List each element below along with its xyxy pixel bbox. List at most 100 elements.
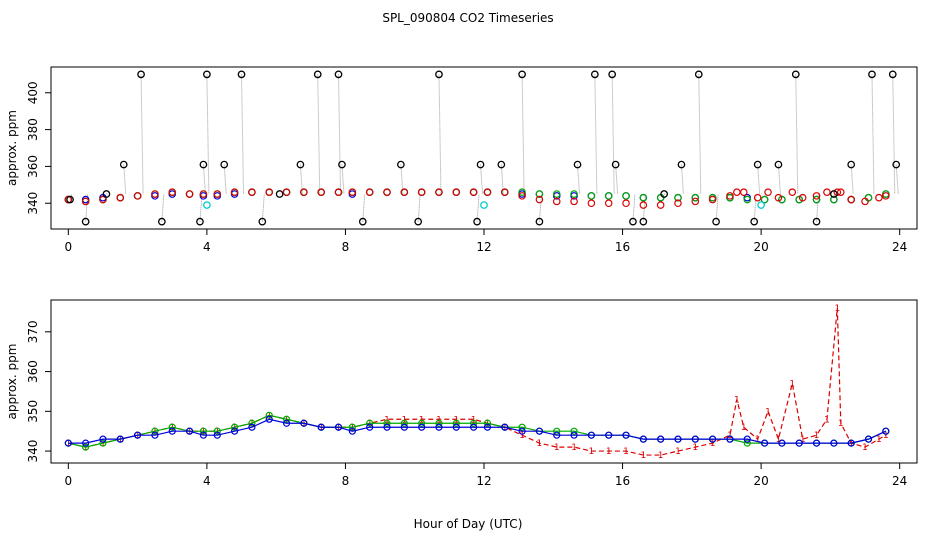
series-3-point xyxy=(864,435,873,443)
baseline-point xyxy=(691,197,700,206)
baseline-point xyxy=(875,193,883,202)
series-3-point xyxy=(518,427,526,435)
series-2-point xyxy=(570,427,578,435)
series-3-point xyxy=(282,419,291,427)
raw-point xyxy=(119,160,128,169)
series-3-point xyxy=(605,431,613,439)
drop-line xyxy=(261,193,265,222)
drop-line xyxy=(140,74,144,195)
raw-point xyxy=(196,217,204,226)
raw-point xyxy=(694,70,703,79)
x-tick-label: 4 xyxy=(203,474,211,488)
baseline-point xyxy=(743,195,752,204)
series-1-marker: 1 xyxy=(776,435,782,445)
y-axis-label: approx. ppm xyxy=(5,344,19,420)
series-3-point xyxy=(587,431,595,439)
y-tick-label: 360 xyxy=(26,155,40,178)
series-3-point xyxy=(452,423,460,431)
baseline-point xyxy=(753,193,762,202)
raw-point xyxy=(892,160,901,169)
raw-point xyxy=(473,217,481,226)
y-axis-label: approx. ppm xyxy=(5,110,19,186)
raw-point xyxy=(573,160,582,169)
series-1-marker: 1 xyxy=(824,415,830,425)
baseline-point xyxy=(282,188,291,196)
series-1-marker: 1 xyxy=(135,431,141,441)
baseline-point xyxy=(847,195,855,204)
raw-point xyxy=(812,217,821,226)
series-1-marker: 1 xyxy=(862,443,868,453)
baseline-point xyxy=(836,188,845,196)
series-2-point xyxy=(151,427,159,435)
baseline-point xyxy=(265,188,274,196)
drop-line xyxy=(85,193,89,222)
x-tick-label: 0 xyxy=(64,474,72,488)
drop-line xyxy=(202,164,206,195)
series-2-point xyxy=(213,427,221,435)
baseline-point xyxy=(570,197,578,206)
baseline-point xyxy=(812,192,821,200)
drop-line xyxy=(480,164,484,195)
drop-line xyxy=(317,74,321,195)
series-3-point xyxy=(348,427,356,435)
baseline-point xyxy=(570,190,578,198)
series-2-point xyxy=(553,427,561,435)
raw-point xyxy=(611,160,620,169)
series-3-point xyxy=(570,431,578,439)
raw-point xyxy=(397,160,405,169)
raw-point xyxy=(677,160,686,169)
baseline-point xyxy=(639,201,648,209)
raw-point xyxy=(476,160,485,169)
raw-point xyxy=(791,70,800,79)
series-3-point xyxy=(535,427,544,435)
drop-line xyxy=(871,74,875,195)
drop-line xyxy=(850,164,854,195)
series-2-point xyxy=(348,423,356,431)
x-tick-label: 8 xyxy=(342,240,350,254)
baseline-point xyxy=(116,193,125,202)
raw-point xyxy=(660,190,668,198)
drop-line xyxy=(615,164,619,195)
series-2-point xyxy=(168,423,176,431)
series-3-point xyxy=(366,423,374,431)
series-3-point xyxy=(882,427,890,435)
baseline-point xyxy=(248,188,256,196)
baseline-point xyxy=(185,190,194,198)
series-3-point xyxy=(116,435,124,443)
baseline-point xyxy=(99,195,107,204)
series-1-marker: 1 xyxy=(692,443,698,453)
series-1-marker: 1 xyxy=(100,439,106,449)
series-3-point xyxy=(639,435,647,443)
series-3-point xyxy=(151,431,159,439)
drop-line xyxy=(206,74,210,195)
series-1-marker: 1 xyxy=(675,447,681,457)
drop-line xyxy=(417,193,421,222)
drop-line xyxy=(777,164,781,195)
series-3-point xyxy=(82,439,90,447)
x-tick-label: 24 xyxy=(892,474,907,488)
drop-line xyxy=(521,74,525,195)
baseline-point xyxy=(726,192,734,200)
baseline-point xyxy=(774,193,783,202)
series-1-marker: 1 xyxy=(65,439,71,449)
drop-line xyxy=(338,74,342,195)
raw-point xyxy=(334,70,343,79)
x-tick-label: 20 xyxy=(753,474,768,488)
raw-point xyxy=(774,160,783,169)
x-tick-label: 4 xyxy=(203,240,211,254)
drop-line xyxy=(438,74,442,195)
baseline-point xyxy=(823,188,831,196)
series-3-point xyxy=(99,435,107,443)
drop-line xyxy=(594,74,598,195)
x-tick-label: 12 xyxy=(476,240,491,254)
series-3-point xyxy=(657,435,665,443)
series-1-marker: 1 xyxy=(658,451,664,461)
drop-line xyxy=(577,164,581,195)
series-1-marker: 1 xyxy=(187,427,193,437)
series-3-point xyxy=(317,423,325,431)
baseline-point xyxy=(365,188,374,196)
series-3-point xyxy=(418,423,426,431)
drop-line xyxy=(680,164,684,195)
drop-line xyxy=(161,193,165,222)
baseline-point xyxy=(587,192,596,200)
